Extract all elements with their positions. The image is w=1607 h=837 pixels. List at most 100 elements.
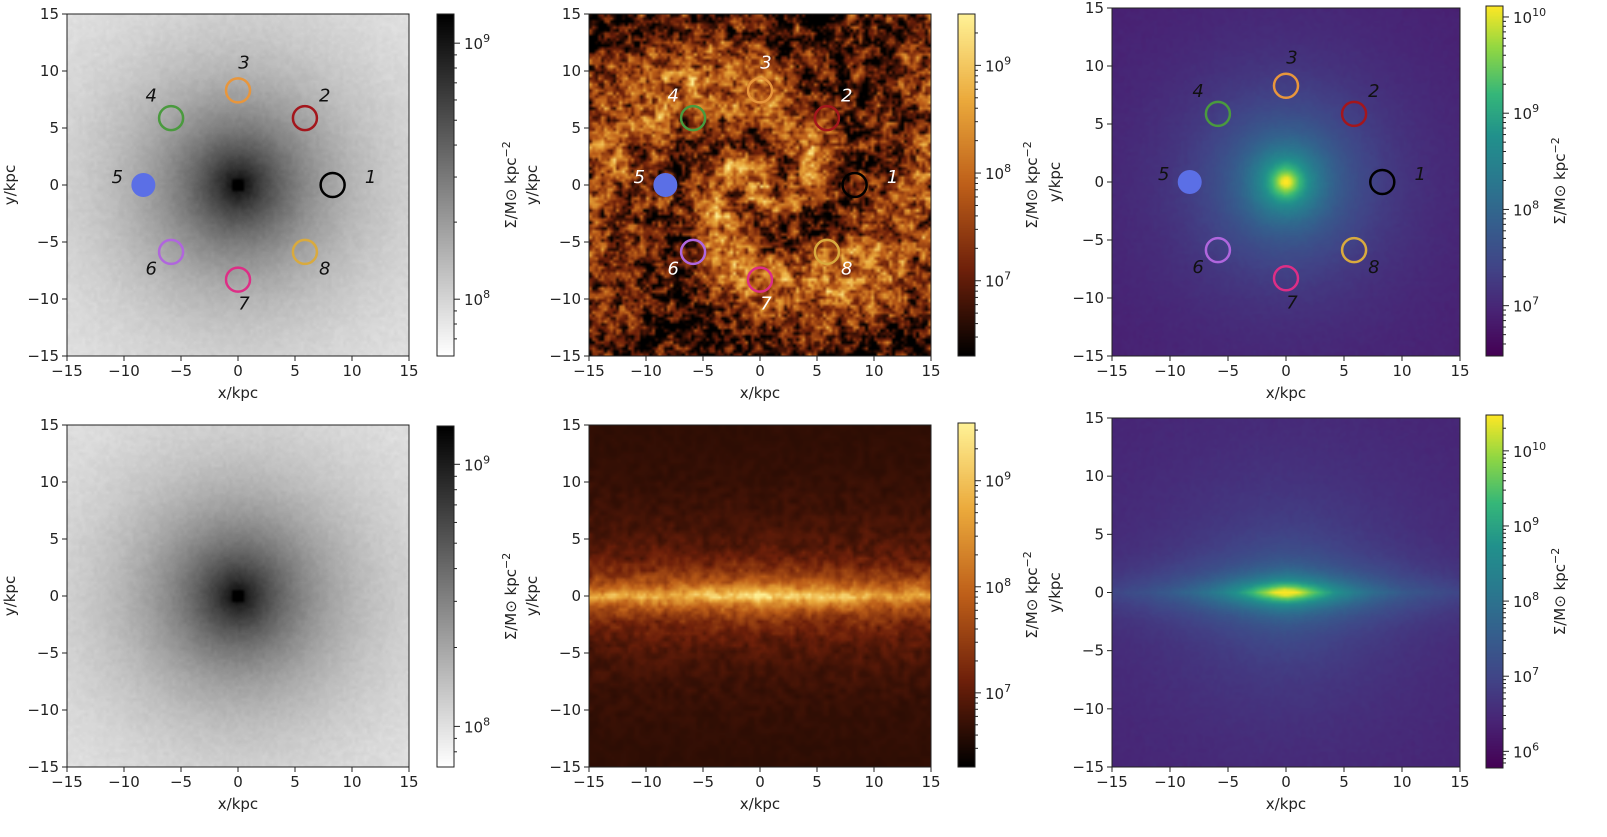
y-tick-label: 5 — [571, 530, 581, 548]
marker-label-7: 7 — [760, 294, 772, 315]
colorbar — [958, 14, 975, 356]
y-tick-label: −15 — [27, 758, 59, 776]
position-marker-8 — [813, 238, 841, 266]
position-marker-2 — [291, 104, 319, 132]
y-tick-label: 0 — [49, 587, 59, 605]
x-tick-label: 10 — [342, 362, 361, 380]
colorbar-tick-label: 108 — [1513, 198, 1539, 219]
heatmap-gas-face-on — [589, 14, 931, 356]
y-tick-label: −5 — [559, 644, 581, 662]
marker-label-1: 1 — [887, 167, 898, 188]
colorbar-tick-label: 1010 — [1513, 440, 1546, 461]
y-tick-label: −10 — [549, 290, 581, 308]
y-tick-label: 10 — [40, 473, 59, 491]
x-tick-label: 0 — [755, 362, 765, 380]
heatmap-dm-edge-on — [67, 425, 409, 767]
colorbar-label: Σ/M⊙ kpc−2 — [500, 553, 520, 640]
position-marker-3 — [1272, 72, 1300, 99]
marker-label-1: 1 — [1415, 164, 1426, 185]
x-axis-label: x/kpc — [218, 384, 258, 402]
y-tick-label: 10 — [562, 62, 581, 80]
marker-label-2: 2 — [1368, 81, 1379, 102]
colorbar-frame — [436, 13, 455, 357]
marker-label-4: 4 — [668, 85, 679, 106]
x-tick-label: −10 — [630, 362, 662, 380]
marker-label-5: 5 — [112, 167, 123, 188]
x-tick-label: 15 — [921, 773, 940, 791]
colorbar-label: Σ/M⊙ kpc−2 — [1549, 548, 1569, 635]
position-marker-2 — [813, 104, 841, 132]
y-tick-label: 10 — [562, 473, 581, 491]
y-tick-label: 5 — [571, 119, 581, 137]
colorbar-tick-label: 107 — [1513, 295, 1539, 316]
colorbar-label: Σ/M⊙ kpc−2 — [1021, 141, 1041, 228]
marker-label-3: 3 — [760, 52, 771, 73]
x-tick-label: −10 — [630, 773, 662, 791]
y-tick-label: 5 — [49, 119, 59, 137]
y-tick-label: −10 — [27, 290, 59, 308]
y-tick-label: −15 — [549, 758, 581, 776]
colorbar-frame — [1485, 5, 1504, 357]
panel-dm-edge-on: −15 −10 −5 0 5 10 15 −15 −10 −5 0 5 10 15 x/kpc y/kpc 10… — [1, 416, 520, 813]
y-tick-label: −10 — [27, 701, 59, 719]
panel-stars-edge-on: −15 −10 −5 0 5 10 15 −15 −10 −5 0 5 10 15 x/kpc y/kpc 10… — [1046, 409, 1569, 813]
y-tick-label: −5 — [37, 644, 59, 662]
x-axis-label: x/kpc — [740, 384, 780, 402]
y-tick-label: −15 — [1072, 758, 1104, 776]
position-marker-6 — [157, 238, 185, 266]
colorbar-tick-label: 108 — [985, 162, 1011, 183]
position-marker-6 — [1204, 236, 1232, 264]
colorbar-tick-label: 1010 — [1513, 6, 1546, 27]
colorbar-tick-label: 109 — [464, 453, 490, 474]
y-tick-label: 0 — [49, 176, 59, 194]
x-tick-label: −5 — [692, 773, 714, 791]
colorbar — [958, 423, 975, 767]
y-tick-label: 15 — [562, 5, 581, 23]
panel-stars-face-on: −15 −10 −5 0 5 10 15 −15 −10 −5 0 5 10 15 x/kpc y/kpc 1 2… — [1046, 0, 1569, 402]
x-tick-label: 15 — [1450, 362, 1469, 380]
heatmap-stars-face-on — [1112, 8, 1460, 356]
x-tick-label: 15 — [921, 362, 940, 380]
y-tick-label: 10 — [1085, 467, 1104, 485]
position-marker-4 — [679, 104, 707, 132]
colorbar-label: Σ/M⊙ kpc−2 — [1021, 551, 1041, 638]
x-tick-label: −10 — [108, 362, 140, 380]
position-marker-6 — [679, 238, 707, 266]
position-marker-5 — [653, 173, 678, 197]
colorbar-tick-label: 108 — [464, 288, 490, 309]
position-marker-1 — [319, 171, 346, 199]
x-tick-label: 5 — [812, 362, 822, 380]
y-axis-label: y/kpc — [523, 576, 541, 616]
x-tick-label: 15 — [399, 362, 418, 380]
x-tick-label: 0 — [233, 362, 243, 380]
y-tick-label: 10 — [40, 62, 59, 80]
marker-label-5: 5 — [634, 167, 645, 188]
y-tick-label: −10 — [549, 701, 581, 719]
colorbar — [437, 14, 454, 356]
marker-label-8: 8 — [319, 259, 330, 280]
colorbar-tick-label: 109 — [1513, 102, 1539, 123]
marker-label-3: 3 — [1286, 48, 1297, 69]
position-marker-8 — [291, 238, 319, 266]
x-tick-label: −10 — [1154, 773, 1186, 791]
colorbar — [1486, 6, 1503, 356]
x-tick-label: −5 — [1217, 773, 1239, 791]
y-tick-label: 0 — [1094, 173, 1104, 191]
marker-label-6: 6 — [146, 259, 157, 280]
x-tick-label: −5 — [1217, 362, 1239, 380]
marker-label-5: 5 — [1158, 164, 1169, 185]
position-marker-4 — [1204, 100, 1232, 128]
y-axis-label: y/kpc — [523, 165, 541, 205]
y-tick-label: 15 — [40, 416, 59, 434]
heatmap-dm-face-on — [67, 14, 409, 356]
marker-label-8: 8 — [1368, 257, 1379, 278]
y-tick-label: −5 — [37, 233, 59, 251]
marker-label-4: 4 — [146, 85, 157, 106]
y-tick-label: 15 — [562, 416, 581, 434]
position-marker-5 — [131, 173, 156, 197]
marker-label-3: 3 — [238, 52, 249, 73]
y-tick-label: −5 — [559, 233, 581, 251]
x-axis-label: x/kpc — [1266, 795, 1306, 813]
colorbar — [437, 426, 454, 767]
